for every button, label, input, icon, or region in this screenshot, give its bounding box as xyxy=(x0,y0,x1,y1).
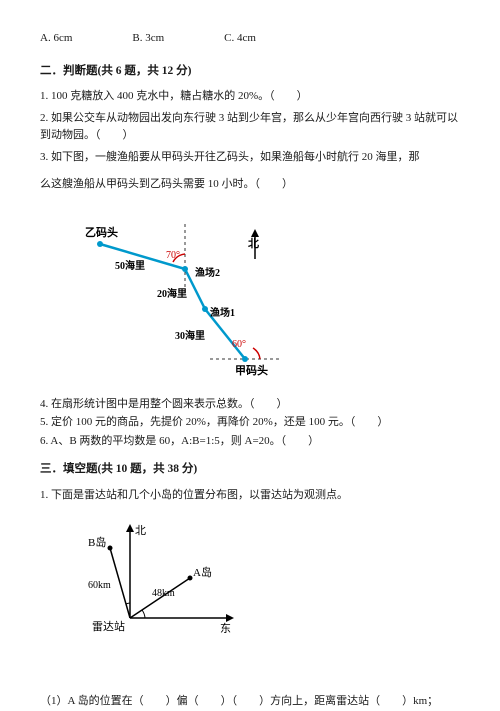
section-3-header: 三．填空题(共 10 题，共 38 分) xyxy=(40,460,460,478)
label-30: 30海里 xyxy=(175,329,205,342)
label-east: 东 xyxy=(220,622,231,635)
diagram-radar-islands: B岛 北 A岛 60km 48km 雷达站 东 xyxy=(80,518,460,655)
diagram-ship-route: 乙码头 北 50海里 70° 渔场2 20海里 渔场1 30海里 60° 甲码头 xyxy=(80,204,460,386)
question-3-1: 1. 下面是雷达站和几个小岛的位置分布图，以雷达站为观测点。 xyxy=(40,487,460,505)
label-60deg: 60° xyxy=(232,339,246,350)
label-jia-dock: 甲码头 xyxy=(235,363,268,377)
label-a-island: A岛 xyxy=(193,565,212,579)
label-north: 北 xyxy=(248,236,259,250)
option-a: A. 6cm xyxy=(40,30,72,48)
label-yi-dock: 乙码头 xyxy=(85,225,118,239)
label-70deg: 70° xyxy=(166,250,180,261)
section-2-header: 二．判断题(共 6 题，共 12 分) xyxy=(40,62,460,80)
label-fish2: 渔场2 xyxy=(195,266,220,279)
label-radar: 雷达站 xyxy=(92,619,125,633)
question-2-3a: 3. 如下图，一艘渔船要从甲码头开往乙码头，如果渔船每小时航行 20 海里，那 xyxy=(40,149,460,167)
multiple-choice-options: A. 6cm B. 3cm C. 4cm xyxy=(40,30,460,48)
label-60km: 60km xyxy=(88,580,111,591)
question-2-2: 2. 如果公交车从动物园出发向东行驶 3 站到少年宫，那么从少年宫向西行驶 3 … xyxy=(40,110,460,145)
question-2-5: 5. 定价 100 元的商品，先提价 20%，再降价 20%，还是 100 元。… xyxy=(40,414,460,432)
option-c: C. 4cm xyxy=(224,30,256,48)
label-50: 50海里 xyxy=(115,259,145,272)
label-north2: 北 xyxy=(135,524,146,537)
label-fish1: 渔场1 xyxy=(210,306,235,319)
option-b: B. 3cm xyxy=(132,30,164,48)
label-b-island: B岛 xyxy=(88,535,106,549)
question-2-1: 1. 100 克糖放入 400 克水中，糖占糖水的 20%。（ ） xyxy=(40,88,460,106)
label-20: 20海里 xyxy=(157,287,187,300)
question-2-6: 6. A、B 两数的平均数是 60，A:B=1:5，则 A=20。（ ） xyxy=(40,433,460,451)
question-2-3b: 么这艘渔船从甲码头到乙码头需要 10 小时。（ ） xyxy=(40,176,460,194)
question-2-4: 4. 在扇形统计图中是用整个圆来表示总数。（ ） xyxy=(40,396,460,414)
label-48km: 48km xyxy=(152,588,175,599)
